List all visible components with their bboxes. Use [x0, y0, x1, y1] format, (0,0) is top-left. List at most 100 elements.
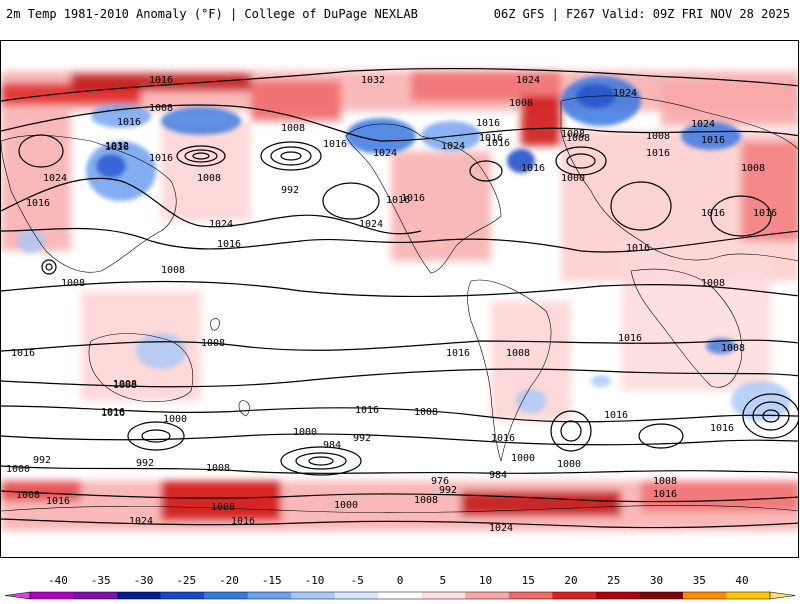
- colorbar-tick-label: 30: [649, 574, 664, 587]
- colorbar-tick-label: 20: [564, 574, 578, 587]
- isobar-label: 1000: [561, 173, 585, 184]
- colorbar-scale: [4, 591, 796, 600]
- isobar-label: 1016: [701, 135, 725, 146]
- coastlines: [1, 95, 798, 513]
- colorbar-tick-label: 0: [396, 574, 404, 587]
- isobar-label: 1016: [618, 333, 642, 344]
- weather-map[interactable]: 1016 1032 1024 1024 1008 1016 1008 1016 …: [0, 40, 799, 558]
- colorbar-segment: [160, 592, 205, 599]
- map-title: 2m Temp 1981-2010 Anomaly (°F) | College…: [6, 7, 418, 21]
- colorbar-tick-label: 10: [478, 574, 493, 587]
- isobar-label: 1008: [509, 98, 533, 109]
- isobar-label: 1016: [149, 75, 173, 86]
- colorbar-segment: [595, 592, 640, 599]
- isobar-label: 1000: [511, 453, 535, 464]
- colorbar-tick-label: -15: [261, 574, 282, 587]
- isobar-contours: [1, 67, 798, 529]
- isobar-label: 1024: [129, 516, 153, 527]
- isobar-label: 1016: [386, 195, 410, 206]
- isobar-label: 1008: [653, 476, 677, 487]
- isobar-label: 1008: [414, 495, 438, 506]
- isobar-label: 1008: [211, 502, 235, 513]
- isobar-label: 1016: [217, 239, 241, 250]
- isobar-label: 1024: [613, 88, 637, 99]
- colorbar-labels: -40 -35 -30 -25 -20 -15 -10 -5 0 5 10 15 20 25 30 35 40: [0, 574, 800, 588]
- isobar-label: 992: [281, 185, 299, 196]
- colorbar-segment: [639, 592, 684, 599]
- isobar-label: 1016: [117, 117, 141, 128]
- colorbar-tick-label: -5: [350, 574, 364, 587]
- isobar-label: 1016: [446, 348, 470, 359]
- isobar-label: 1016: [479, 133, 503, 144]
- colorbar-tick-label: -40: [48, 574, 68, 587]
- isobar-label: 1000: [557, 459, 581, 470]
- isobar-label: 1016: [11, 348, 35, 359]
- isobar-label: 992: [353, 433, 371, 444]
- colorbar-segment: [682, 592, 727, 599]
- colorbar-tick-label: 5: [439, 574, 447, 587]
- isobar-label: 1008: [701, 278, 725, 289]
- isobar-label: 1032: [105, 141, 129, 152]
- isobar-label: 1008: [197, 173, 221, 184]
- isobar-label: 1008: [646, 131, 670, 142]
- anomaly-map-canvas: 1016 1032 1024 1024 1008 1016 1008 1016 …: [1, 67, 798, 534]
- colorbar-segment: [552, 592, 597, 599]
- isobar-label: 1016: [149, 153, 173, 164]
- isobar-label: 1024: [373, 148, 397, 159]
- isobar-label: 1024: [209, 219, 233, 230]
- isobar-label: 1008: [16, 490, 40, 501]
- colorbar-tick-label: -30: [133, 574, 154, 587]
- isobar-label: 1024: [489, 523, 513, 534]
- colorbar-segment: [204, 592, 249, 599]
- isobar-label: 1016: [401, 193, 425, 204]
- isobar-label: 1008: [721, 343, 745, 354]
- isobar-label: 1016: [26, 198, 50, 209]
- isobar-label: 1016: [101, 408, 125, 419]
- isobar-label: 1008: [149, 103, 173, 114]
- isobar-label: 992: [439, 485, 457, 496]
- isobar-label: 1016: [646, 148, 670, 159]
- isobar-label: 1016: [491, 433, 515, 444]
- colorbar-segment: [334, 592, 379, 599]
- isobar-label: 1008: [414, 407, 438, 418]
- isobar-label: 1016: [105, 142, 129, 153]
- colorbar-segment: [30, 592, 75, 599]
- isobar-label: 1016: [710, 423, 734, 434]
- isobar-label: 1008: [201, 338, 225, 349]
- isobar-label: 1008: [113, 380, 137, 391]
- isobar-label: 1016: [701, 208, 725, 219]
- isobar-label: 1016: [653, 489, 677, 500]
- isobar-label: 1016: [46, 496, 70, 507]
- colorbar-segment: [117, 592, 162, 599]
- isobar-label: 1024: [691, 119, 715, 130]
- isobar-label: 1016: [753, 208, 777, 219]
- colorbar-segment: [291, 592, 336, 599]
- isobar-label: 976: [431, 476, 449, 487]
- colorbar-segment: [726, 592, 771, 599]
- colorbar-tick-label: -25: [176, 574, 197, 587]
- colorbar: -40 -35 -30 -25 -20 -15 -10 -5 0 5 10 15 20 25 30 35 40: [0, 560, 800, 600]
- isobar-label: 1024: [516, 75, 540, 86]
- colorbar-segment: [73, 592, 118, 599]
- isobar-label: 1032: [361, 75, 385, 86]
- colorbar-tick-label: 35: [692, 574, 706, 587]
- colorbar-segment: [421, 592, 466, 599]
- isobar-label: 1016: [626, 243, 650, 254]
- isobar-label: 1016: [323, 139, 347, 150]
- isobar-label: 1008: [566, 133, 590, 144]
- isobar-label: 1008: [281, 123, 305, 134]
- isobar-label: 992: [33, 455, 51, 466]
- colorbar-tick-label: -20: [219, 574, 239, 587]
- colorbar-segment: [508, 592, 553, 599]
- isobar-label: 1024: [43, 173, 67, 184]
- isobar-label: 1000: [6, 464, 30, 475]
- header: 2m Temp 1981-2010 Anomaly (°F) | College…: [0, 0, 800, 40]
- colorbar-segment: [378, 592, 423, 599]
- isobar-label: 1016: [521, 163, 545, 174]
- isobar-label: 1008: [741, 163, 765, 174]
- isobar-label: 1016: [101, 407, 125, 418]
- colorbar-tick-label: 40: [735, 574, 749, 587]
- cold-anomaly-shading: [17, 76, 791, 421]
- isobar-label: 1000: [163, 414, 187, 425]
- isobar-label: 1008: [113, 379, 137, 390]
